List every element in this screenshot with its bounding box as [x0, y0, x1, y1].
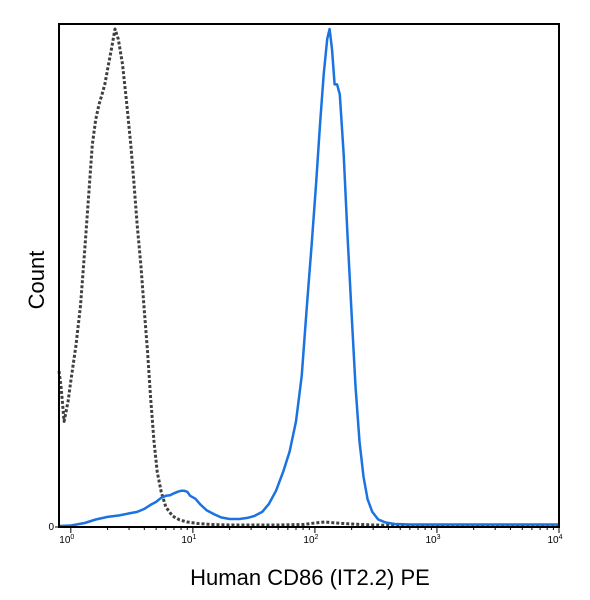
y-axis-ticks: 0 [48, 522, 59, 533]
y-axis-title: Count [24, 251, 49, 310]
x-tick-label: 101 [181, 534, 196, 546]
x-tick-label: 104 [547, 534, 562, 546]
x-tick-label: 102 [303, 534, 318, 546]
x-axis-ticks: 100 101 102 103 104 [59, 527, 563, 546]
series-layer [57, 27, 559, 528]
series-line-2 [58, 27, 559, 528]
x-tick-label: 103 [425, 534, 440, 546]
x-tick-label: 100 [59, 534, 74, 546]
y-tick-label: 0 [48, 522, 54, 533]
series-line-1 [57, 27, 559, 527]
x-axis-title: Human CD86 (IT2.2) PE [190, 565, 430, 590]
